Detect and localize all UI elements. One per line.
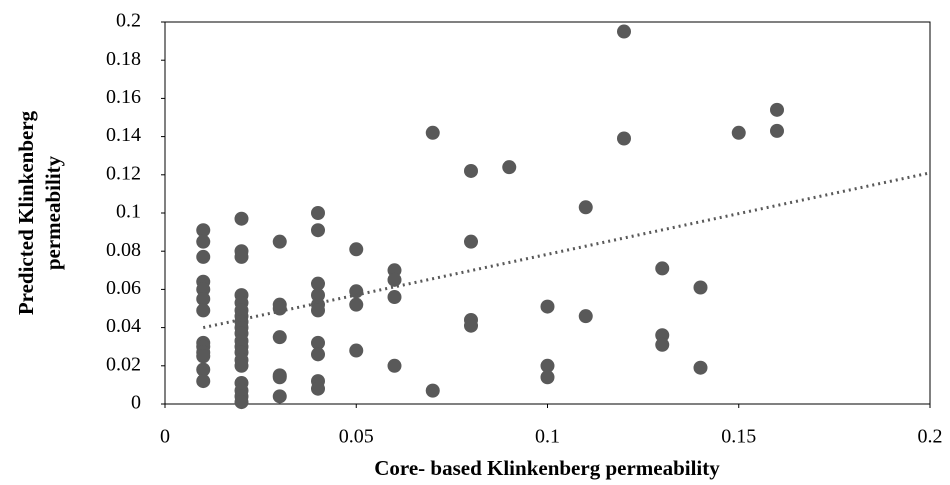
point <box>387 290 402 305</box>
y-tick-label: 0.08 <box>106 239 141 261</box>
x-axis-title: Core- based Klinkenberg permeability <box>374 456 720 480</box>
point <box>311 303 325 318</box>
point <box>731 125 746 140</box>
point <box>349 284 364 299</box>
y-tick-label: 0.14 <box>106 124 141 146</box>
y-axis-title: permeability <box>41 155 65 270</box>
point <box>196 362 211 377</box>
point <box>655 337 670 352</box>
point <box>272 234 287 249</box>
point <box>464 318 478 333</box>
point <box>234 358 249 373</box>
point <box>196 349 211 364</box>
y-tick-label: 0 <box>131 392 141 414</box>
point <box>196 223 211 238</box>
point <box>425 125 440 140</box>
point <box>578 200 593 215</box>
point <box>655 261 670 276</box>
point <box>311 223 325 238</box>
point <box>770 123 784 138</box>
point <box>540 358 555 373</box>
point <box>234 395 249 410</box>
point <box>464 163 478 178</box>
x-tick-label: 0.15 <box>721 426 756 448</box>
point <box>311 381 325 396</box>
point <box>425 383 440 398</box>
point <box>196 249 211 264</box>
point <box>272 370 287 385</box>
point <box>311 335 325 350</box>
x-tick-label: 0 <box>160 426 170 448</box>
point <box>387 358 402 373</box>
trendline <box>202 171 931 330</box>
x-tick-label: 0.1 <box>535 426 560 448</box>
point <box>349 297 364 312</box>
point <box>770 102 784 117</box>
point <box>464 234 478 249</box>
point <box>693 280 708 295</box>
point <box>349 343 364 358</box>
point <box>196 303 211 318</box>
point <box>617 24 631 39</box>
plot-frame <box>164 21 931 405</box>
point <box>196 374 211 389</box>
point <box>540 370 555 385</box>
point <box>272 330 287 345</box>
point <box>311 276 325 291</box>
point <box>693 360 708 375</box>
y-tick-label: 0.04 <box>106 315 141 337</box>
y-tick-label: 0.12 <box>106 162 141 184</box>
point <box>196 291 211 306</box>
y-tick-label: 0.02 <box>106 353 141 375</box>
point <box>387 272 402 287</box>
y-tick-label: 0.1 <box>116 201 141 223</box>
point <box>311 206 325 220</box>
y-tick-label: 0.18 <box>106 48 141 70</box>
y-axis-title: Predicted Klinkenberg <box>14 110 38 315</box>
y-tick-label: 0.06 <box>106 277 141 299</box>
point <box>196 234 211 249</box>
point <box>234 211 249 226</box>
point <box>617 131 631 146</box>
y-tick-label: 0.16 <box>106 86 141 108</box>
point <box>578 309 593 324</box>
y-tick-label: 0.2 <box>116 10 141 32</box>
point <box>311 347 325 362</box>
point <box>349 242 364 257</box>
point <box>272 389 287 404</box>
point <box>540 299 555 314</box>
x-tick-label: 0.05 <box>339 426 374 448</box>
point <box>502 160 517 175</box>
point <box>272 301 287 316</box>
point <box>234 249 249 264</box>
x-tick-label: 0.2 <box>918 426 943 448</box>
